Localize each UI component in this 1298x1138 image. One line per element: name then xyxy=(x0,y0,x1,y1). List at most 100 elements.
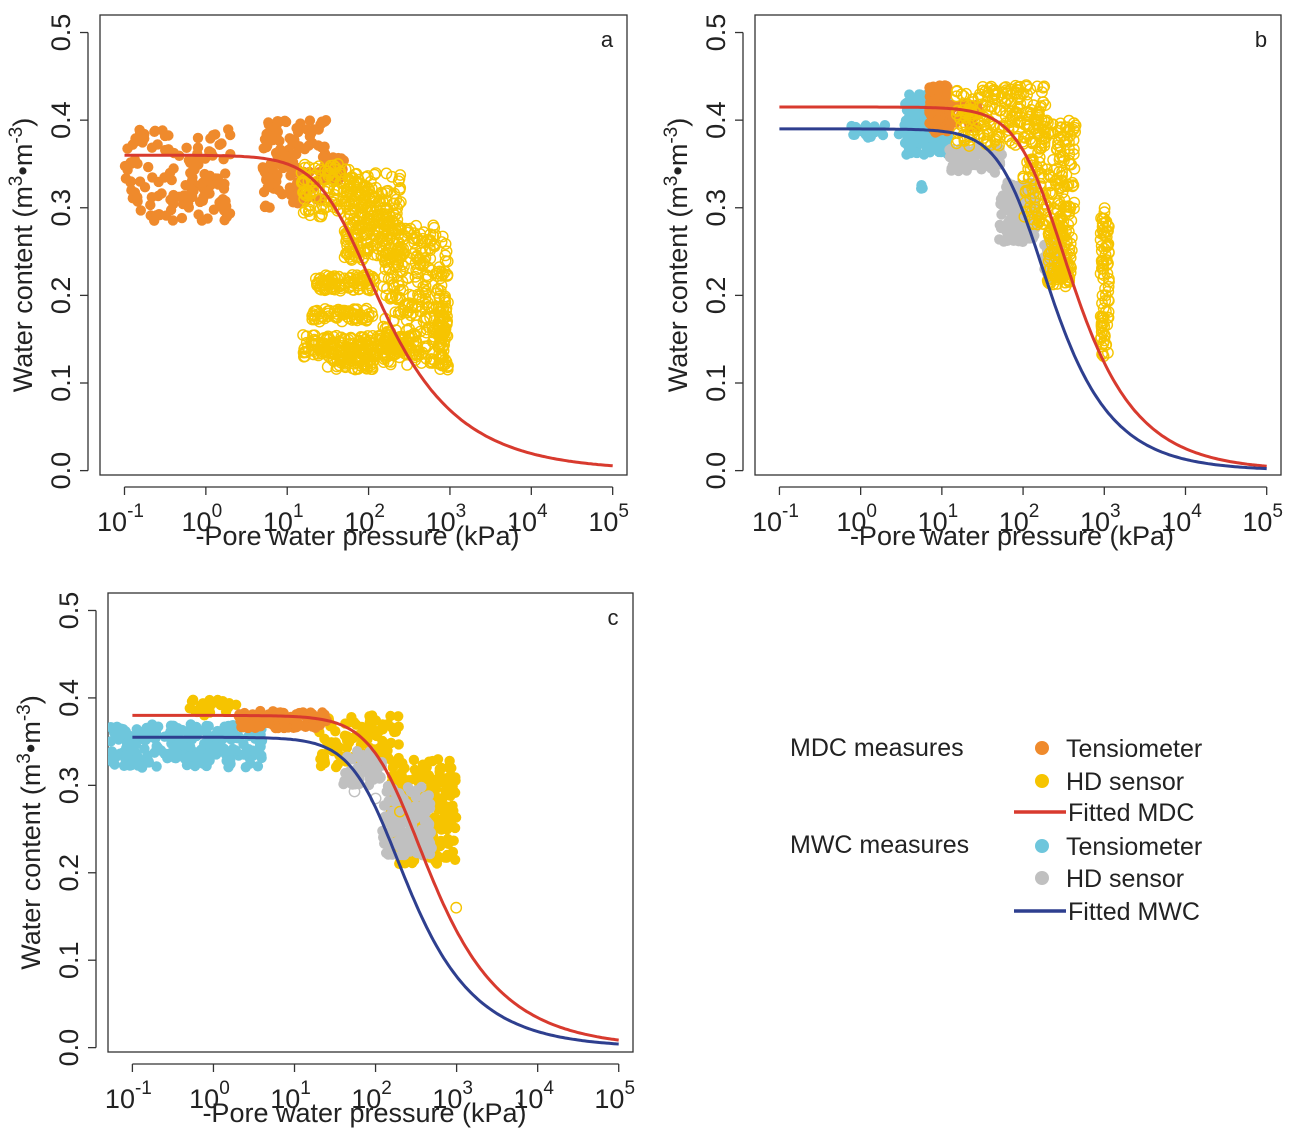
data-point xyxy=(428,221,441,234)
data-point xyxy=(1005,97,1018,110)
data-point xyxy=(1054,121,1067,134)
data-point xyxy=(315,283,328,296)
data-point xyxy=(216,138,227,149)
data-point xyxy=(420,326,433,339)
data-point xyxy=(294,720,305,731)
data-point xyxy=(998,201,1010,212)
data-point xyxy=(434,763,445,775)
data-point xyxy=(408,754,420,766)
x-axis-title: -Pore water pressure (kPa) xyxy=(202,1098,526,1128)
data-point xyxy=(1017,170,1030,183)
data-point xyxy=(108,756,118,767)
data-point xyxy=(982,160,993,172)
data-point xyxy=(168,189,179,201)
data-point xyxy=(263,117,274,128)
data-point xyxy=(204,755,215,766)
data-point xyxy=(367,217,380,230)
data-point xyxy=(364,359,377,372)
data-point xyxy=(341,742,353,753)
data-point xyxy=(1045,188,1058,201)
data-point xyxy=(313,343,325,355)
data-point xyxy=(375,772,386,783)
panel-c: 0.0 0.1 0.2 0.3 0.4 0.5 Water content (m3•m-3)… xyxy=(14,592,635,1128)
y-axis-title: Water content (m3•m-3) xyxy=(6,118,38,393)
data-point xyxy=(441,330,454,342)
data-point xyxy=(339,357,352,370)
data-point xyxy=(924,82,936,93)
legend-marker xyxy=(1035,774,1049,788)
data-point xyxy=(374,343,387,356)
x-tick-label: 101 xyxy=(270,1078,311,1114)
data-point xyxy=(327,175,339,188)
x-tick-label: 10-1 xyxy=(105,1078,152,1114)
x-tick-label: 103 xyxy=(432,1078,473,1114)
y-tick-label: 0.4 xyxy=(701,101,731,139)
data-point xyxy=(344,331,357,344)
data-point xyxy=(356,181,369,194)
data-point xyxy=(345,197,358,210)
data-point xyxy=(181,142,192,153)
data-point xyxy=(313,315,326,328)
data-point xyxy=(411,262,424,275)
data-point xyxy=(160,144,171,156)
data-point xyxy=(315,274,328,287)
data-point xyxy=(151,761,162,772)
plot-frame xyxy=(754,14,1282,476)
data-point xyxy=(998,82,1011,94)
data-point xyxy=(396,849,407,861)
data-point xyxy=(440,245,453,258)
data-point xyxy=(295,176,308,189)
data-point xyxy=(369,200,382,213)
data-point xyxy=(130,133,141,144)
data-point xyxy=(935,140,946,152)
data-point xyxy=(1045,171,1058,184)
data-point xyxy=(384,292,397,305)
data-point xyxy=(442,849,453,861)
data-point xyxy=(198,192,209,203)
data-point xyxy=(182,198,194,209)
x-axis: 10-1 100 101 102 103 104 105 -Pore water pressu… xyxy=(752,486,1283,551)
legend-item-label: Tensiometer xyxy=(1066,735,1202,763)
data-point xyxy=(320,201,333,214)
data-point xyxy=(332,759,344,770)
data-point xyxy=(348,180,361,193)
data-point xyxy=(331,204,344,217)
data-point xyxy=(371,730,382,742)
data-point xyxy=(342,195,354,207)
data-point xyxy=(1037,172,1050,184)
data-point xyxy=(435,359,448,372)
data-point xyxy=(1056,220,1069,233)
x-tick-label: 105 xyxy=(1242,501,1283,537)
data-point xyxy=(1001,87,1014,100)
data-point xyxy=(359,311,372,324)
y-tick-label: 0.1 xyxy=(54,941,84,979)
data-point xyxy=(380,167,393,180)
data-point xyxy=(1102,246,1115,259)
data-point xyxy=(355,219,368,232)
data-point xyxy=(227,743,239,755)
data-point xyxy=(1056,150,1069,162)
data-point xyxy=(1038,80,1051,93)
data-point xyxy=(345,254,358,266)
x-tick-label: 104 xyxy=(513,1078,554,1114)
y-axis: 0.0 0.1 0.2 0.3 0.4 0.5 Water content (m3•m-3) xyxy=(14,592,97,1066)
data-point xyxy=(132,192,143,203)
data-point xyxy=(307,721,318,732)
data-point xyxy=(366,310,379,322)
data-point xyxy=(228,722,239,733)
data-point xyxy=(1048,255,1061,268)
data-point xyxy=(189,760,201,772)
data-point xyxy=(386,222,399,235)
data-point xyxy=(349,351,362,364)
data-point xyxy=(330,726,341,737)
data-point xyxy=(960,119,973,132)
data-point xyxy=(139,182,151,193)
x-axis: 10-1 100 101 102 103 104 105 -Pore water pressu… xyxy=(97,486,629,551)
data-point xyxy=(398,260,410,273)
data-point xyxy=(918,135,929,146)
data-point xyxy=(392,244,405,257)
data-point xyxy=(132,760,144,771)
x-axis: 10-1 100 101 102 103 104 105 -Pore water pressu… xyxy=(105,1063,635,1128)
data-point xyxy=(1096,224,1109,237)
legend-group-label: MWC measures xyxy=(790,831,969,859)
